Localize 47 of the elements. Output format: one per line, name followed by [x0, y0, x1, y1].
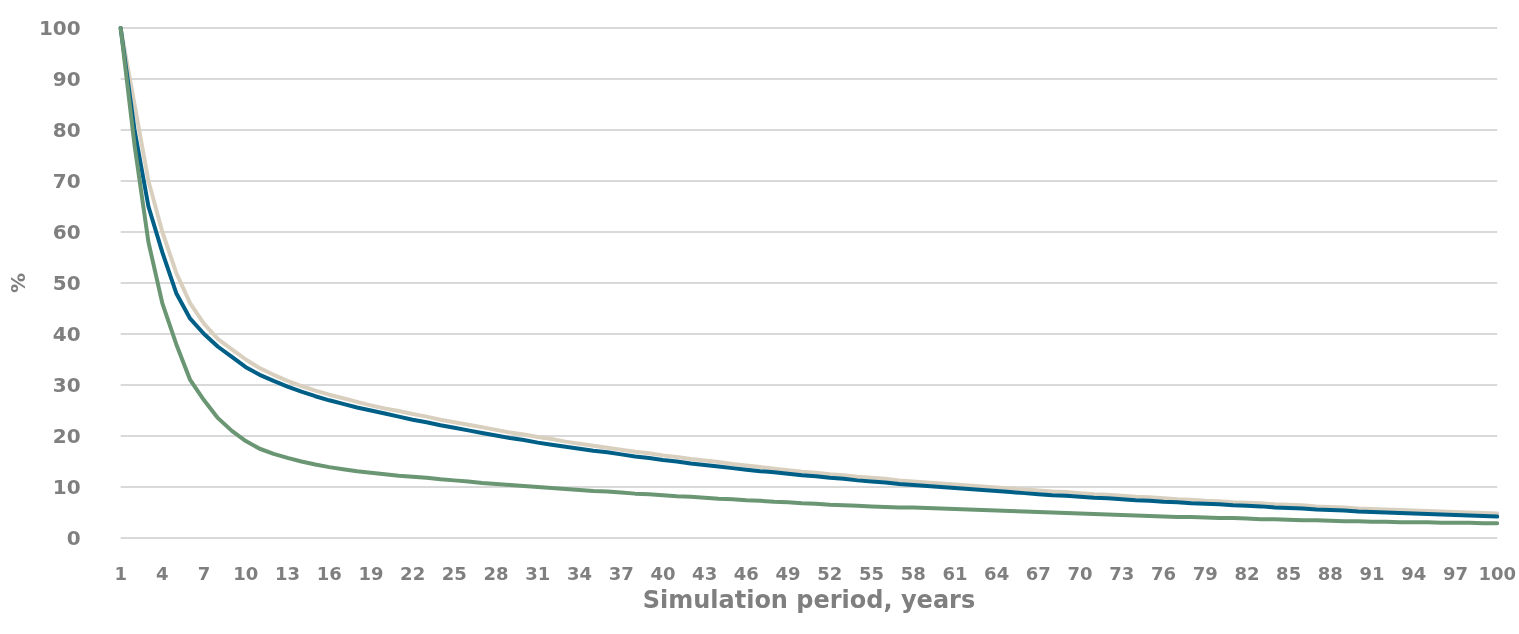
x-tick-label: 19 — [358, 562, 384, 584]
x-tick-label: 79 — [1192, 562, 1218, 584]
x-tick-label: 61 — [942, 562, 968, 584]
y-tick-label: 60 — [52, 220, 81, 244]
x-tick-label: 4 — [156, 562, 169, 584]
x-tick-label: 7 — [197, 562, 211, 584]
x-tick-label: 13 — [274, 562, 301, 584]
y-tick-label: 0 — [66, 526, 81, 550]
x-tick-label: 55 — [858, 562, 885, 584]
x-tick-label: 88 — [1317, 562, 1343, 584]
x-tick-label: 58 — [900, 562, 926, 584]
x-tick-label: 31 — [525, 562, 551, 584]
y-tick-label: 100 — [38, 16, 81, 40]
x-tick-label: 85 — [1276, 562, 1302, 584]
y-tick-label: 90 — [52, 67, 81, 91]
x-tick-label: 64 — [984, 562, 1010, 584]
x-axis-title: Simulation period, years — [642, 586, 976, 614]
x-tick-label: 37 — [608, 562, 634, 584]
y-tick-label: 80 — [52, 118, 81, 142]
x-tick-label: 34 — [566, 562, 593, 584]
y-tick-label: 40 — [52, 322, 81, 346]
x-tick-label: 70 — [1067, 562, 1093, 584]
x-tick-label: 43 — [692, 562, 718, 584]
x-tick-label: 22 — [400, 562, 426, 584]
x-tick-label: 49 — [775, 562, 801, 584]
x-tick-label: 91 — [1359, 562, 1385, 584]
x-tick-label: 1 — [114, 562, 127, 584]
y-tick-label: 20 — [52, 424, 81, 448]
y-tick-label: 30 — [52, 373, 81, 397]
x-tick-label: 97 — [1442, 562, 1469, 584]
y-axis-title: % — [6, 272, 30, 294]
y-tick-label: 10 — [52, 475, 81, 499]
x-tick-label: 10 — [233, 562, 259, 584]
x-tick-label: 16 — [316, 562, 342, 584]
x-tick-label: 40 — [650, 562, 676, 584]
x-tick-label: 82 — [1234, 562, 1260, 584]
x-tick-label: 94 — [1401, 562, 1427, 584]
x-tick-label: 100 — [1478, 562, 1516, 584]
y-tick-label: 70 — [52, 169, 81, 193]
x-tick-label: 73 — [1109, 562, 1135, 584]
y-tick-label: 50 — [52, 271, 81, 295]
x-tick-label: 67 — [1025, 562, 1051, 584]
x-tick-label: 28 — [483, 562, 509, 584]
x-tick-label: 25 — [441, 562, 467, 584]
x-tick-label: 52 — [817, 562, 843, 584]
x-tick-label: 46 — [733, 562, 759, 584]
x-tick-label: 76 — [1150, 562, 1177, 584]
